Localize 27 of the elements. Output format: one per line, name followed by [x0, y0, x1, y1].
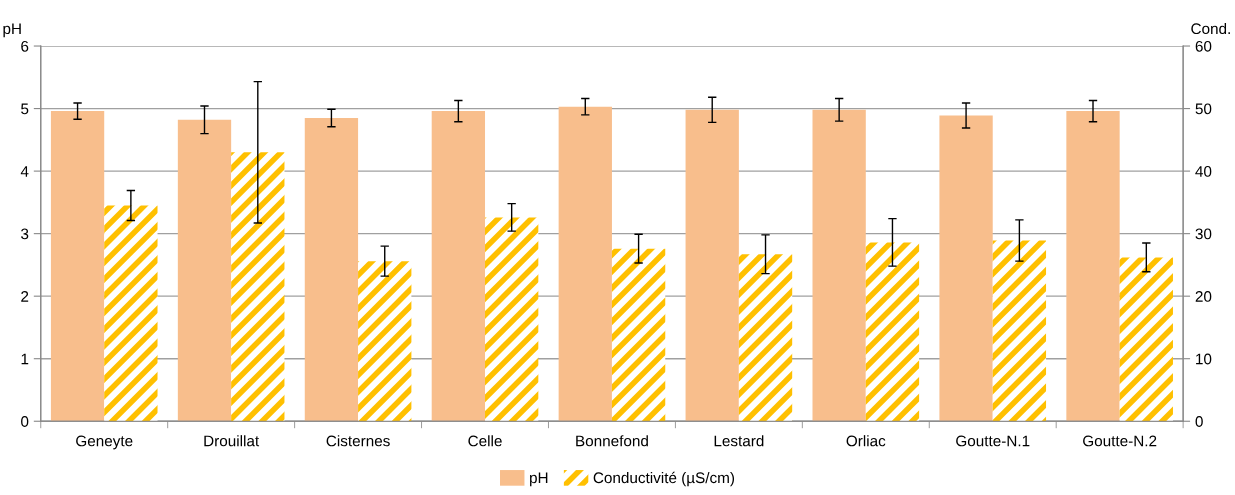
y2-tick-label: 20: [1195, 291, 1212, 302]
y2-tick-label: 40: [1195, 165, 1212, 177]
y-tick-label: 1: [21, 353, 29, 365]
x-tick-label: Orliac: [846, 435, 886, 447]
x-tick-label: Geneyte: [76, 435, 133, 450]
x-tick-label: Goutte-N.1: [956, 435, 1030, 447]
x-tick-label: Lestard: [714, 435, 764, 447]
y-axis-title: pH: [3, 23, 21, 38]
x-tick-label: Goutte-N.2: [1083, 435, 1157, 447]
x-tick-label: Drouillat: [204, 435, 260, 447]
y-tick-label: 5: [21, 103, 29, 115]
legend-label: pH: [530, 472, 548, 487]
x-tick-label: Cisternes: [326, 435, 390, 447]
y2-tick-label: 50: [1195, 103, 1212, 115]
y-tick-label: 2: [21, 291, 29, 302]
x-tick-label: Celle: [468, 435, 502, 447]
x-tick-label: Bonnefond: [576, 435, 648, 447]
y2-axis-title: Cond.: [1191, 22, 1230, 35]
y2-tick-label: 60: [1195, 40, 1212, 52]
y-tick-label: 0: [21, 416, 29, 427]
y2-tick-label: 30: [1195, 228, 1212, 240]
y-tick-label: 3: [21, 228, 29, 240]
y-tick-label: 6: [21, 40, 29, 52]
legend-label: Conductivité (µS/cm): [593, 471, 735, 487]
y-tick-label: 4: [20, 166, 29, 177]
y2-tick-label: 10: [1196, 353, 1212, 365]
y2-tick-label: 0: [1195, 416, 1203, 427]
